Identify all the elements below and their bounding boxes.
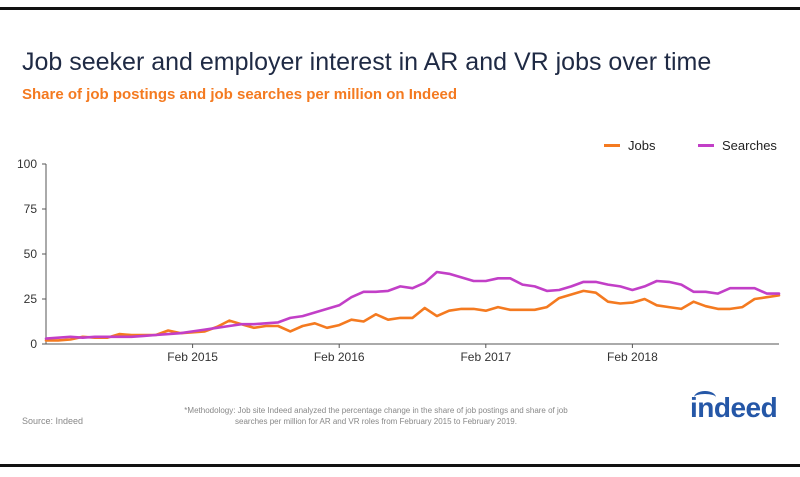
methodology-note: *Methodology: Job site Indeed analyzed t… bbox=[184, 406, 568, 426]
legend-swatch-searches bbox=[698, 144, 714, 147]
x-tick-label: Feb 2018 bbox=[607, 350, 658, 364]
series-line-jobs bbox=[44, 289, 781, 342]
y-tick-label: 75 bbox=[24, 202, 38, 216]
legend-label-jobs: Jobs bbox=[628, 138, 656, 153]
chart-title: Job seeker and employer interest in AR a… bbox=[22, 48, 712, 76]
y-tick-label: 50 bbox=[24, 247, 38, 261]
logo-arc-icon bbox=[694, 391, 716, 404]
legend-swatch-jobs bbox=[604, 144, 620, 147]
frame-top-border bbox=[0, 7, 800, 10]
series-line-searches bbox=[44, 270, 781, 340]
chart-subtitle: Share of job postings and job searches p… bbox=[22, 86, 458, 103]
y-tick-label: 100 bbox=[17, 157, 37, 171]
legend-label-searches: Searches bbox=[722, 138, 777, 153]
x-tick-label: Feb 2016 bbox=[314, 350, 365, 364]
legend-item-jobs: Jobs bbox=[604, 138, 655, 153]
indeed-logo: indeed bbox=[690, 392, 778, 423]
legend-item-searches: Searches bbox=[698, 138, 777, 153]
y-tick-label: 0 bbox=[30, 337, 37, 351]
x-tick-label: Feb 2017 bbox=[460, 350, 511, 364]
source-note: Source: Indeed bbox=[22, 416, 84, 426]
frame-bottom-border bbox=[0, 464, 800, 467]
x-tick-label: Feb 2015 bbox=[167, 350, 218, 364]
y-tick-label: 25 bbox=[24, 292, 38, 306]
